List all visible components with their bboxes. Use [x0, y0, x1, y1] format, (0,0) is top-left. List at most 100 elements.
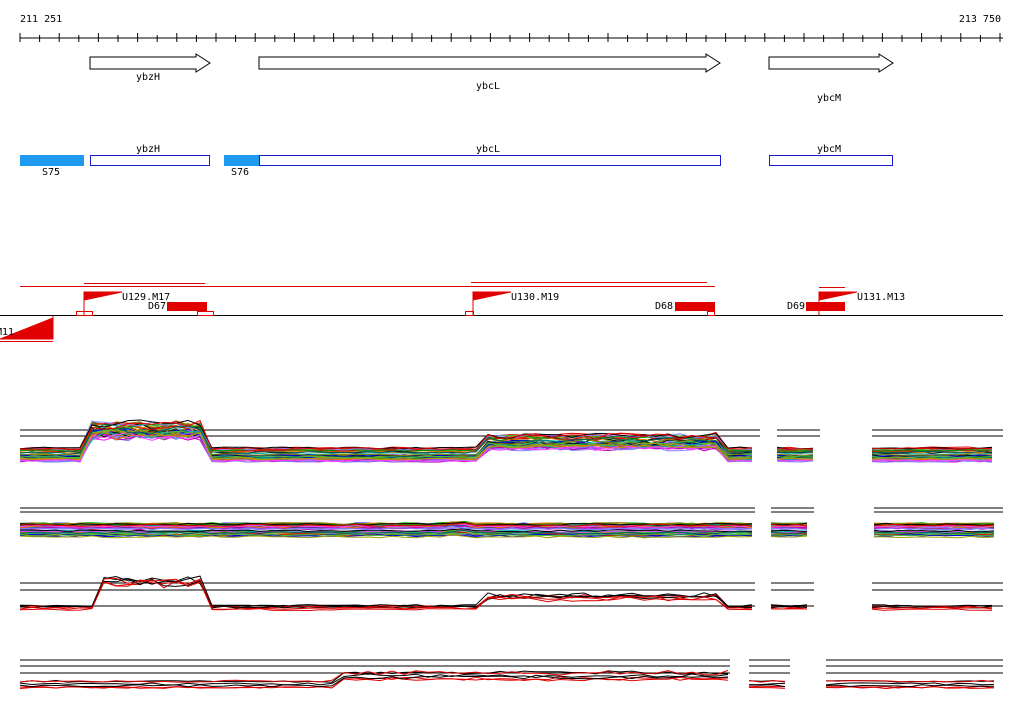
gene-box — [259, 155, 721, 166]
trace — [19, 534, 753, 539]
trace — [770, 522, 808, 526]
trace — [776, 455, 814, 459]
trace — [19, 429, 753, 459]
trace — [770, 529, 808, 533]
trace — [871, 458, 993, 461]
trace — [770, 604, 808, 607]
trace — [19, 525, 753, 531]
trace — [873, 523, 995, 527]
trace — [871, 459, 993, 463]
feature-track — [0, 282, 1003, 342]
trace — [19, 523, 753, 528]
feature-label: M11 — [0, 327, 14, 338]
trace — [770, 522, 807, 525]
flag — [472, 291, 512, 301]
gene-box-label: ybcL — [476, 144, 500, 155]
trace — [873, 529, 995, 533]
trace — [19, 423, 753, 454]
feature-label: D69 — [787, 301, 805, 312]
trace — [825, 684, 995, 688]
trace — [776, 460, 814, 463]
trace — [770, 523, 808, 527]
trace — [776, 459, 814, 462]
trace — [871, 453, 993, 457]
trace — [871, 459, 993, 463]
trace — [19, 676, 729, 689]
trace — [776, 450, 814, 452]
trace — [770, 605, 808, 609]
trace — [873, 527, 995, 531]
gene-box — [90, 155, 210, 166]
segment — [20, 155, 84, 166]
trace — [871, 456, 993, 460]
ruler-end: 213 750 — [959, 14, 1001, 25]
annotation-track — [20, 155, 893, 166]
trace — [19, 575, 753, 607]
feature-label: D68 — [655, 301, 673, 312]
trace — [871, 449, 993, 452]
trace — [871, 447, 992, 450]
site — [465, 311, 474, 316]
gene-label: ybcL — [476, 81, 500, 92]
trace — [19, 528, 753, 534]
feature-label: U131.M13 — [857, 292, 905, 303]
trace — [825, 679, 995, 683]
trace — [20, 528, 753, 533]
trace — [776, 453, 814, 457]
site — [707, 311, 715, 316]
gene-label: ybzH — [136, 72, 160, 83]
site — [197, 311, 214, 316]
feature-box — [167, 302, 207, 311]
segment — [224, 155, 259, 166]
trace — [748, 684, 786, 688]
trace — [19, 431, 753, 463]
trace — [776, 457, 814, 460]
gene-box-label: ybzH — [136, 144, 160, 155]
trace — [770, 607, 808, 610]
site — [76, 311, 93, 316]
trace — [19, 429, 752, 460]
ruler: 211 251 213 750 — [19, 14, 1003, 42]
trace — [19, 578, 753, 610]
trace — [873, 522, 995, 525]
flag — [818, 291, 858, 301]
gene-box-label: ybcM — [817, 144, 841, 155]
trace — [19, 419, 753, 450]
feature-box — [675, 302, 715, 311]
trace — [19, 419, 753, 451]
trace — [770, 527, 808, 530]
gene-arrow — [89, 53, 211, 73]
trace — [748, 687, 786, 689]
trace — [19, 576, 753, 608]
trace — [825, 682, 995, 686]
trace — [874, 524, 995, 528]
trace — [770, 525, 808, 528]
trace — [770, 535, 808, 538]
gene-label: ybcM — [817, 93, 841, 104]
trace — [776, 452, 814, 455]
feature-label: U130.M19 — [511, 292, 559, 303]
trace — [19, 532, 753, 537]
gene-box — [769, 155, 893, 166]
gene-arrows — [89, 53, 894, 73]
trace — [873, 533, 995, 537]
trace — [19, 529, 753, 535]
trace — [19, 676, 729, 689]
trace — [19, 522, 753, 527]
trace — [871, 608, 993, 611]
flag — [83, 291, 123, 301]
trace — [873, 535, 995, 539]
trace — [873, 531, 995, 535]
gene-arrow — [258, 53, 721, 73]
trace — [748, 685, 786, 688]
feature-label: U129.M17 — [122, 292, 170, 303]
trace — [19, 674, 729, 688]
trace — [19, 669, 729, 683]
trace — [770, 531, 808, 534]
trace — [748, 680, 786, 683]
feature-box — [806, 302, 845, 311]
trace — [871, 606, 993, 610]
trace — [19, 673, 729, 686]
expression-traces — [19, 419, 1003, 690]
